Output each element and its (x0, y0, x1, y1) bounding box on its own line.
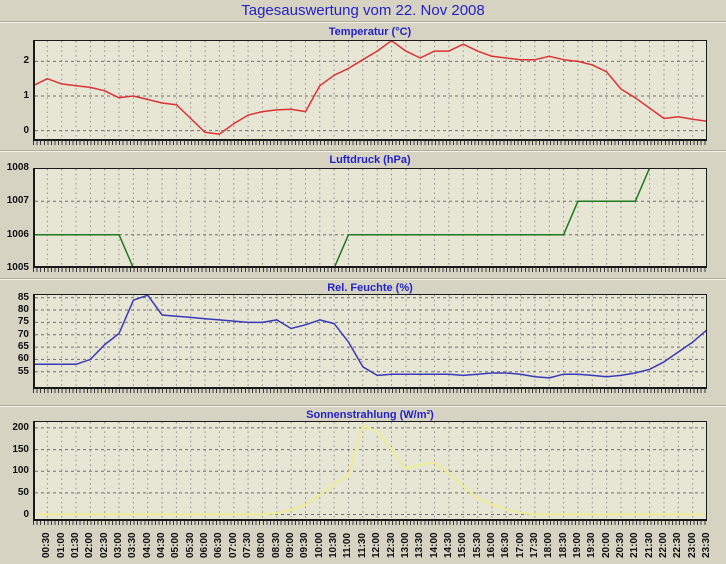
separator (0, 405, 726, 407)
data-series-line (33, 294, 707, 379)
x-axis-tick-label: 17:30 (528, 532, 540, 558)
y-axis-tick-label: 75 (17, 316, 29, 328)
x-axis-tick-label: 04:30 (156, 532, 168, 558)
x-axis-tick-label: 05:00 (170, 532, 182, 558)
chart-title-temperatur: Temperatur (°C) (328, 26, 412, 38)
sonnenstrahlung-chart (33, 421, 707, 521)
x-axis-tick-label: 21:30 (643, 532, 655, 558)
x-axis-tick-label: 14:00 (428, 532, 440, 558)
chart-title-sonnenstrahlung: Sonnenstrahlung (W/m²) (306, 409, 434, 421)
x-axis-tick-label: 00:30 (41, 532, 53, 558)
x-axis-tick-label: 12:30 (385, 532, 397, 558)
chart-title-luftdruck: Luftdruck (hPa) (329, 154, 411, 166)
luftdruck-chart (33, 168, 707, 268)
x-axis-tick-label: 18:00 (543, 532, 555, 558)
minor-tick-strip (33, 521, 707, 525)
chart-svg (33, 294, 707, 389)
x-axis-tick-label: 10:00 (313, 532, 325, 558)
minor-tick-strip (33, 389, 707, 393)
y-axis-tick-label: 2 (23, 55, 29, 67)
x-axis-tick-label: 08:00 (256, 532, 268, 558)
x-axis-tick-label: 02:00 (84, 532, 96, 558)
x-axis-tick-label: 16:30 (500, 532, 512, 558)
page-title: Tagesauswertung vom 22. Nov 2008 (241, 2, 485, 19)
separator (0, 278, 726, 280)
minor-tick-strip (33, 141, 707, 145)
y-axis-tick-label: 0 (23, 508, 29, 520)
x-axis-tick-label: 21:00 (629, 532, 641, 558)
x-axis-tick-label: 06:30 (213, 532, 225, 558)
x-axis-tick-label: 01:00 (55, 532, 67, 558)
x-axis-tick-label: 15:30 (471, 532, 483, 558)
y-axis-tick-label: 80 (17, 304, 29, 315)
x-axis-tick-label: 06:00 (199, 532, 211, 558)
x-axis-tick-label: 02:30 (98, 532, 110, 558)
x-axis-tick-label: 09:00 (285, 532, 297, 558)
minor-tick-strip (33, 268, 707, 272)
rel-feuchte-chart (33, 294, 707, 389)
x-axis-tick-label: 14:30 (442, 532, 454, 558)
x-axis-tick-label: 03:00 (113, 532, 125, 558)
y-axis-tick-label: 55 (17, 365, 29, 377)
x-axis-tick-label: 23:30 (701, 532, 712, 558)
x-axis-tick-label: 23:00 (686, 532, 698, 558)
x-axis-tick-label: 12:00 (371, 532, 383, 558)
y-axis-tick-label: 0 (23, 124, 29, 136)
y-axis-tick-label: 200 (12, 421, 29, 433)
y-axis-tick-label: 60 (17, 353, 29, 365)
x-axis-tick-label: 09:30 (299, 532, 311, 558)
chart-svg (33, 421, 707, 521)
y-axis-tick-label: 70 (17, 328, 29, 340)
y-axis-tick-label: 50 (17, 486, 29, 498)
x-axis-tick-label: 01:30 (70, 532, 82, 558)
y-axis-tick-label: 100 (12, 465, 29, 477)
x-axis-tick-label: 11:30 (356, 532, 368, 558)
x-axis-tick-label: 13:30 (414, 532, 426, 558)
y-axis-tick-label: 150 (12, 443, 29, 455)
x-axis-tick-label: 15:00 (457, 532, 469, 558)
separator (0, 150, 726, 152)
x-axis-tick-label: 18:30 (557, 532, 569, 558)
chart-svg (33, 40, 707, 141)
x-axis-tick-label: 11:00 (342, 532, 354, 558)
chart-svg (33, 168, 707, 268)
x-axis-tick-label: 03:30 (127, 532, 139, 558)
temperatur-chart (33, 40, 707, 141)
separator (0, 21, 726, 23)
y-axis-tick-label: 65 (17, 341, 29, 353)
x-axis-tick-label: 19:30 (586, 532, 598, 558)
x-axis-tick-label: 13:00 (399, 532, 411, 558)
y-axis-tick-label: 1 (23, 90, 29, 101)
x-axis-tick-label: 04:00 (141, 532, 153, 558)
y-axis-tick-label: 85 (17, 291, 29, 303)
x-axis-tick-label: 08:30 (270, 532, 282, 558)
x-axis-tick-label: 20:00 (600, 532, 612, 558)
data-series-line (33, 168, 707, 268)
y-axis-tick-label: 1008 (6, 162, 29, 173)
chart-title-rel-feuchte: Rel. Feuchte (%) (327, 282, 413, 294)
x-axis-tick-label: 05:30 (184, 532, 196, 558)
x-axis-tick-label: 10:30 (328, 532, 340, 558)
y-axis-tick-label: 1006 (6, 228, 29, 240)
x-axis-tick-label: 07:30 (242, 532, 254, 558)
y-axis-tick-label: 1007 (6, 195, 29, 207)
x-axis-tick-label: 07:00 (227, 532, 239, 558)
x-axis-tick-label: 22:30 (672, 532, 684, 558)
x-axis-tick-label: 20:30 (614, 532, 626, 558)
data-series-line (33, 40, 707, 135)
y-axis-tick-label: 1005 (6, 262, 29, 273)
x-axis-tick-label: 16:00 (485, 532, 497, 558)
x-axis-tick-label: 19:00 (571, 532, 583, 558)
x-axis-tick-label: 17:00 (514, 532, 526, 558)
x-axis-tick-label: 22:00 (657, 532, 669, 558)
data-series-line (33, 424, 707, 516)
